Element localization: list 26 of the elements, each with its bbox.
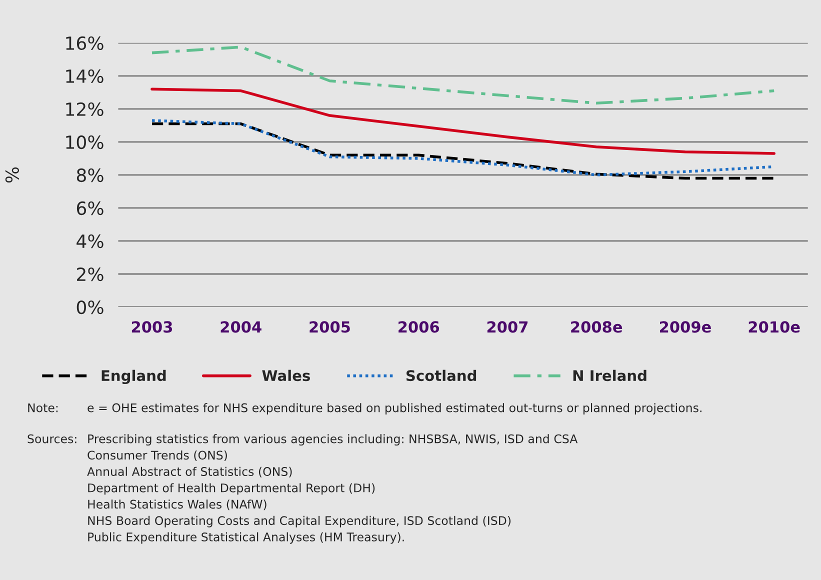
- legend-label: Scotland: [406, 370, 476, 382]
- y-tick-label: 0%: [76, 300, 104, 314]
- y-tick-label: 2%: [77, 267, 104, 282]
- y-tick-label: 14%: [66, 69, 104, 84]
- x-tick-label: 2004: [220, 321, 262, 333]
- source-note: Sources: Prescribing statistics from various agencies including: NHSBSA, NWIS, ISD and CSA Consumer Trends (ONS) Annual Abstract of Statistics (ONS) Department of Health Departmental Report (DH) Health Statistics Wales (NAfW) NHS Board Operating Costs and Capital Expenditure, ISD Scotland (ISD) Public Expenditure Statistical Analyses (HM Treasury).: [28, 434, 578, 544]
- text: Note: e = OHE estimates for NHS expenditure based on published estimated out-turns or planned projections.: [28, 403, 702, 415]
- y-tick-label: 12%: [66, 102, 104, 116]
- x-tick-label: 2003: [132, 321, 172, 333]
- x-tick-label: 2009e: [660, 321, 711, 333]
- y-axis-title: %: [5, 167, 20, 183]
- line-series: [150, 88, 776, 155]
- x-tick-label: 2010e: [748, 321, 800, 333]
- line-series: [150, 46, 776, 105]
- y-tick-label: 16%: [66, 36, 104, 50]
- legend-label: England: [102, 370, 166, 384]
- legend-label: N Ireland: [573, 370, 646, 382]
- x-tick-label: 2007: [487, 321, 528, 333]
- y-tick-label: 8%: [76, 168, 104, 182]
- y-tick-label: 4%: [76, 234, 104, 248]
- x-tick-label: 2008e: [571, 321, 622, 333]
- y-tick-label: 6%: [76, 201, 104, 216]
- x-tick-label: 2006: [398, 321, 440, 333]
- x-tick-label: 2005: [310, 321, 350, 333]
- y-tick-label: 10%: [66, 135, 104, 150]
- legend-label: Wales: [262, 370, 310, 382]
